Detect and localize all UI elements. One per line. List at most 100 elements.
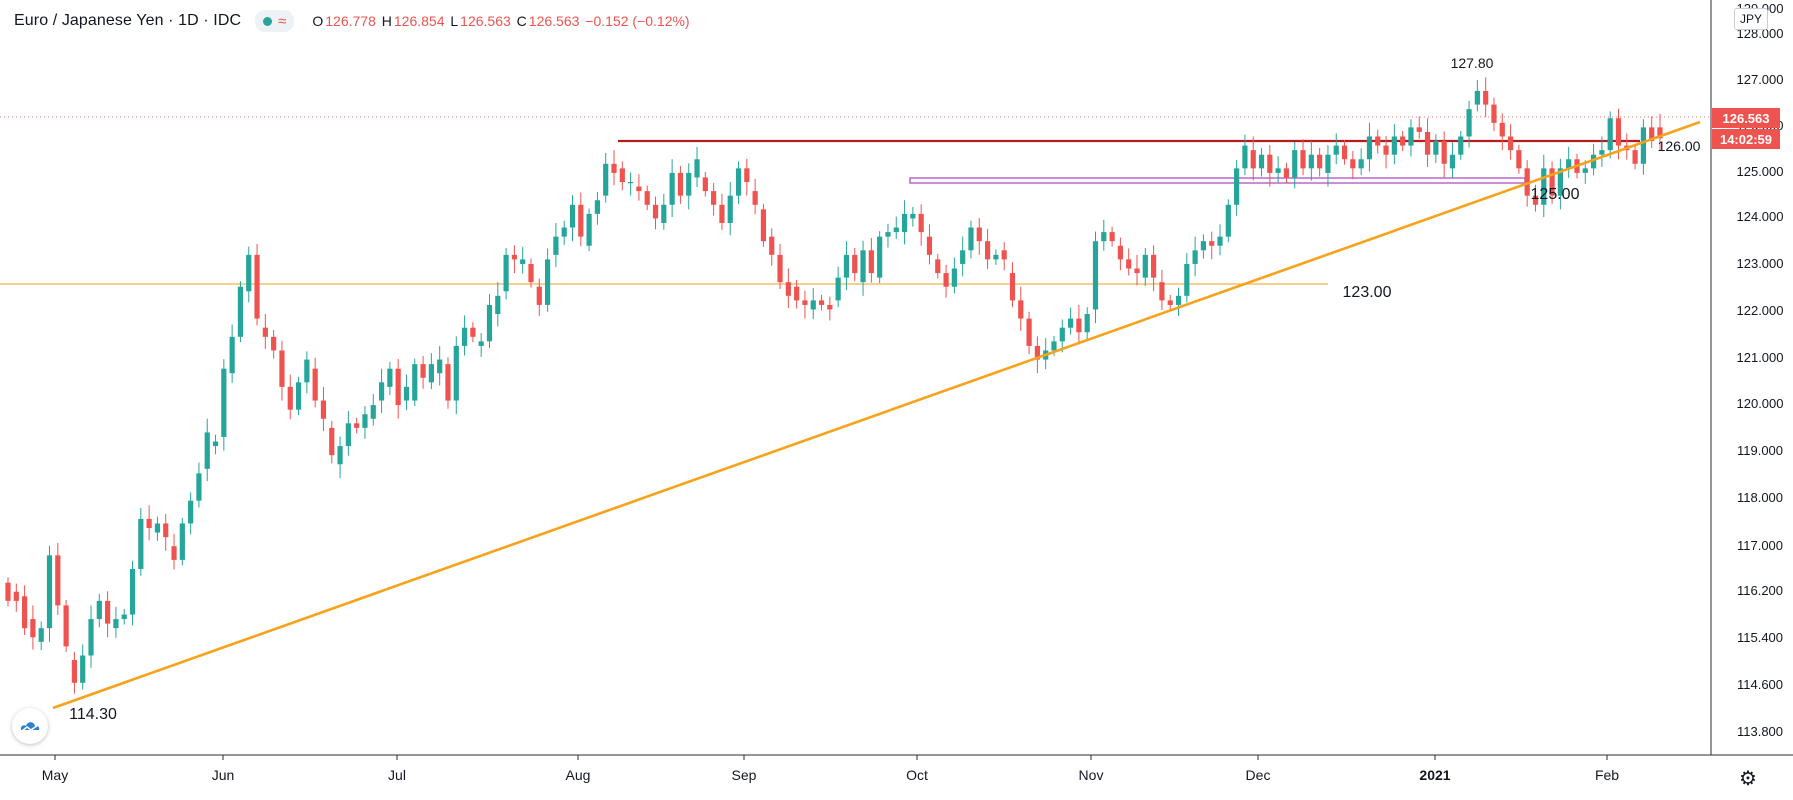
indicator-toggle[interactable]: ≈ bbox=[255, 10, 295, 32]
candle-body bbox=[586, 213, 592, 246]
candle-body bbox=[354, 423, 360, 428]
candle-body bbox=[171, 546, 177, 560]
candle-body bbox=[1300, 150, 1306, 169]
candle-body bbox=[1142, 254, 1148, 278]
candle-body bbox=[279, 350, 285, 387]
candle-body bbox=[1184, 263, 1190, 296]
candle-body bbox=[1615, 118, 1622, 146]
x-tick-label: Oct bbox=[906, 767, 928, 783]
candle-body bbox=[893, 227, 899, 233]
candle-body bbox=[1026, 318, 1032, 346]
candle-body bbox=[5, 582, 11, 601]
settings-gear-icon[interactable]: ⚙ bbox=[1739, 768, 1757, 790]
candle-body bbox=[528, 263, 534, 283]
candle-body bbox=[1192, 250, 1198, 264]
candle-body bbox=[769, 236, 775, 255]
candle-body bbox=[644, 191, 650, 205]
symbol-title[interactable]: Euro / Japanese Yen · 1D · IDC bbox=[14, 12, 242, 29]
candle-body bbox=[204, 432, 210, 469]
countdown-tag bbox=[1712, 129, 1780, 149]
status-dot-icon bbox=[263, 16, 273, 26]
candle-body bbox=[1582, 168, 1588, 173]
candle-body bbox=[1607, 118, 1613, 151]
candle-body bbox=[1009, 273, 1016, 301]
candle-body bbox=[553, 236, 559, 255]
high-label: H bbox=[381, 13, 392, 29]
candle-body bbox=[1557, 168, 1563, 196]
candle-body bbox=[1524, 168, 1530, 196]
candle-body bbox=[1001, 250, 1007, 260]
candle-body bbox=[711, 191, 717, 205]
currency-badge[interactable]: JPY bbox=[1734, 8, 1768, 30]
candle-body bbox=[794, 286, 800, 301]
y-tick-label: 124.000 bbox=[1737, 209, 1784, 224]
candle-body bbox=[1375, 136, 1381, 146]
ascending-trendline bbox=[52, 120, 1701, 710]
tradingview-logo-button[interactable] bbox=[12, 708, 48, 744]
x-tick-label: 2021 bbox=[1419, 767, 1450, 783]
candle-body bbox=[976, 227, 982, 242]
candle-body bbox=[1051, 341, 1057, 351]
candle-body bbox=[1250, 150, 1256, 169]
candle-body bbox=[744, 168, 750, 183]
candle-body bbox=[1175, 295, 1182, 305]
candle-body bbox=[569, 204, 576, 228]
candle-body bbox=[1084, 314, 1090, 333]
candle-body bbox=[80, 655, 86, 683]
cloud-logo-icon bbox=[20, 722, 40, 732]
open-value: 126.778 bbox=[325, 13, 376, 29]
candle-body bbox=[603, 163, 609, 196]
current-price-label: 126.563 bbox=[1723, 111, 1770, 126]
candle-body bbox=[827, 304, 833, 310]
candle-body bbox=[1516, 150, 1522, 169]
candle-body bbox=[860, 250, 866, 283]
candle-body bbox=[212, 441, 219, 447]
candle-body bbox=[329, 427, 335, 456]
candle-body bbox=[818, 300, 825, 305]
candle-body bbox=[1308, 154, 1314, 169]
candle-body bbox=[470, 327, 476, 337]
candle-body bbox=[1167, 300, 1173, 305]
candle-body bbox=[760, 209, 767, 242]
candle-body bbox=[1151, 254, 1157, 278]
candle-body bbox=[154, 523, 161, 533]
candle-body bbox=[984, 241, 991, 260]
candle-body bbox=[1366, 136, 1373, 160]
y-tick-label: 114.600 bbox=[1737, 677, 1783, 692]
candle-body bbox=[38, 628, 44, 642]
candle-body bbox=[544, 259, 551, 305]
candle-body bbox=[312, 368, 318, 401]
candle-body bbox=[810, 300, 816, 310]
candle-body bbox=[1590, 154, 1597, 169]
candle-body bbox=[395, 368, 401, 406]
candle-body bbox=[843, 254, 850, 278]
y-tick-label: 121.000 bbox=[1737, 350, 1784, 365]
candle-body bbox=[55, 555, 61, 606]
y-tick-label: 118.000 bbox=[1737, 490, 1783, 505]
candle-body bbox=[1566, 159, 1572, 169]
candle-body bbox=[1134, 268, 1140, 274]
candle-body bbox=[578, 204, 584, 237]
candle-body bbox=[686, 172, 692, 196]
candle-body bbox=[129, 568, 136, 615]
candle-body bbox=[1433, 141, 1439, 155]
candle-body bbox=[196, 473, 202, 501]
candle-body bbox=[138, 518, 144, 569]
candle-body bbox=[13, 591, 19, 601]
candle-body bbox=[1126, 259, 1132, 269]
candle-body bbox=[163, 523, 169, 538]
candle-body bbox=[1341, 145, 1348, 160]
candle-body bbox=[594, 200, 601, 214]
candle-body bbox=[1499, 122, 1505, 137]
candle-body bbox=[935, 259, 941, 274]
low-label: L bbox=[450, 13, 459, 29]
candle-body bbox=[71, 660, 78, 683]
candle-body bbox=[511, 254, 517, 260]
y-tick-label: 120.000 bbox=[1737, 396, 1784, 411]
candle-body bbox=[88, 619, 94, 656]
candle-body bbox=[345, 423, 351, 447]
candles bbox=[5, 77, 1663, 694]
candle-body bbox=[1483, 90, 1489, 105]
